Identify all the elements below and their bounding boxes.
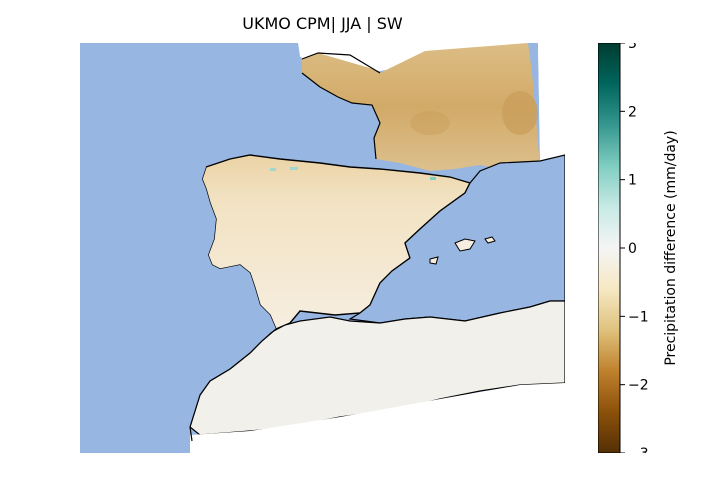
bay-of-biscay <box>80 43 380 161</box>
france-coastline <box>301 52 381 160</box>
colorbar-tick-label: 2 <box>628 104 637 120</box>
map-panel <box>80 43 565 453</box>
balearic-island <box>429 256 439 265</box>
colorbar-tick-label: −3 <box>628 446 649 453</box>
france-dry-patch <box>502 91 538 135</box>
balearic-island <box>454 238 476 252</box>
no-data-brittany <box>298 43 380 71</box>
atlantic-south <box>80 153 276 453</box>
no-data-area-south <box>190 383 565 453</box>
colorbar-bar <box>598 43 621 453</box>
colorbar-tick-label: −2 <box>628 378 649 394</box>
wet-pixel <box>270 168 276 171</box>
france-dry-patch <box>410 111 450 135</box>
wet-pixel <box>290 167 298 170</box>
colorbar-ticks: 3 2 1 0 −1 −2 −3 <box>620 43 649 453</box>
africa-coastline <box>189 328 277 442</box>
colorbar-tick-label: 1 <box>628 173 637 189</box>
france-field <box>302 43 540 171</box>
colorbar-tick-label: −1 <box>628 309 649 325</box>
map-title: UKMO CPM| JJA | SW <box>242 14 403 33</box>
colorbar-tick-label: 0 <box>628 241 637 257</box>
colorbar-tick-label: 3 <box>628 43 637 52</box>
balearic-island <box>484 236 496 244</box>
colorbar-label: Precipitation difference (mm/day) <box>663 130 679 365</box>
iberia-field <box>201 154 471 330</box>
no-data-area-east <box>538 43 565 161</box>
colorbar: 3 2 1 0 −1 −2 −3 Precipitation difference (mm/… <box>598 43 679 453</box>
wet-pixel <box>430 177 436 180</box>
